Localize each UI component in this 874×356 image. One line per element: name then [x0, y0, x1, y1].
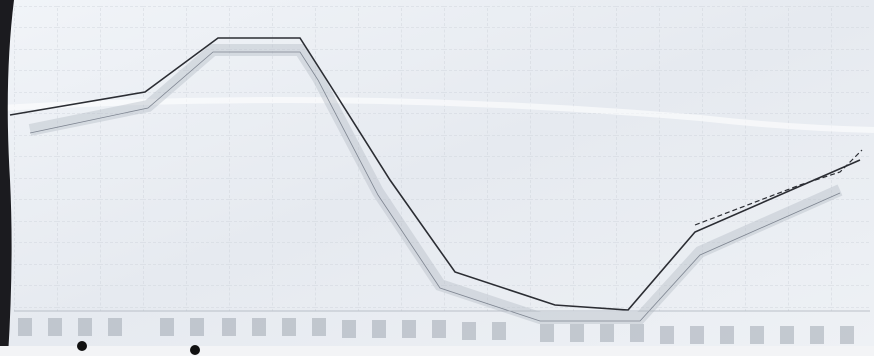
- table-cell: [312, 318, 326, 336]
- table-cell: [660, 326, 674, 344]
- paper-fold: [0, 97, 874, 133]
- table-cell: [252, 318, 266, 336]
- table-cell: [690, 326, 704, 344]
- table-cell: [630, 324, 644, 342]
- design-line: [29, 51, 841, 322]
- table-cell: [48, 318, 62, 336]
- ground-profile: [9, 37, 861, 311]
- table-cell: [78, 318, 92, 336]
- grid: [14, 6, 870, 311]
- binding-hole: [77, 341, 87, 351]
- table-cell: [160, 318, 174, 336]
- table-cell: [402, 320, 416, 338]
- table-cell: [750, 326, 764, 344]
- dashed-profile: [694, 149, 863, 226]
- table-cell: [462, 322, 476, 340]
- table-cell: [282, 318, 296, 336]
- table-cell: [600, 324, 614, 342]
- table-cell: [570, 324, 584, 342]
- table-cell: [108, 318, 122, 336]
- left-edge: [0, 0, 14, 356]
- table-cell: [540, 324, 554, 342]
- bottom-table: [14, 310, 870, 344]
- table-cell: [18, 318, 32, 336]
- paper-bottom: [0, 346, 874, 356]
- binding-hole: [190, 345, 200, 355]
- table-cell: [780, 326, 794, 344]
- table-cell: [492, 322, 506, 340]
- design-band: [28, 44, 843, 324]
- table-cell: [222, 318, 236, 336]
- table-cell: [840, 326, 854, 344]
- table-cell: [342, 320, 356, 338]
- table-cell: [432, 320, 446, 338]
- table-cell: [810, 326, 824, 344]
- table-cell: [720, 326, 734, 344]
- table-cell: [190, 318, 204, 336]
- table-cell: [372, 320, 386, 338]
